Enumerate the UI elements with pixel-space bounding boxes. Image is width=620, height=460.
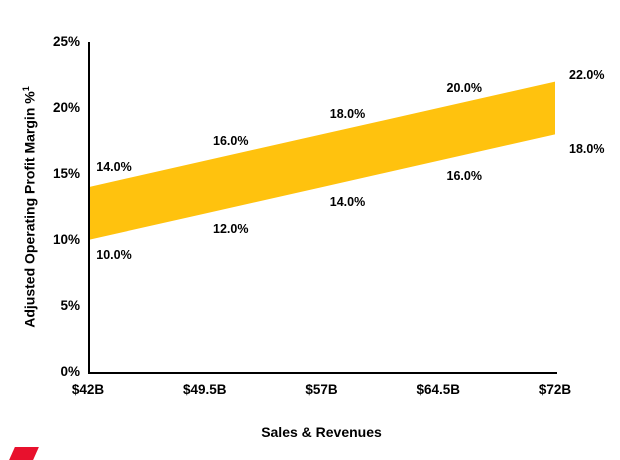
band-lower-label: 12.0% [213, 221, 249, 236]
band-upper-label: 14.0% [96, 160, 132, 175]
x-tick-label: $49.5B [182, 382, 227, 397]
y-tick-label: 20% [52, 100, 80, 115]
x-tick-label: $64.5B [416, 382, 461, 397]
band-upper-label: 18.0% [329, 107, 366, 122]
x-axis-title: Sales & Revenues [261, 424, 382, 440]
y-tick-label: 0% [60, 364, 80, 379]
y-tick-label: 10% [52, 232, 80, 247]
band-lower-label: 16.0% [446, 168, 482, 183]
x-tick-label: $72B [538, 382, 572, 397]
y-axis-footnote-marker: 1 [21, 86, 31, 92]
x-tick-label: $42B [71, 382, 105, 397]
band-upper-label: 20.0% [446, 81, 482, 95]
band-lower-label: 10.0% [96, 248, 132, 262]
band-upper-label: 16.0% [213, 133, 249, 148]
y-axis-title-text: Adjusted Operating Profit Margin % [21, 91, 38, 328]
y-tick-label: 5% [60, 298, 80, 313]
y-tick-label: 15% [52, 166, 80, 181]
band-lower-label: 14.0% [329, 195, 366, 210]
band-lower-label: 18.0% [569, 142, 605, 157]
y-axis-title: Adjusted Operating Profit Margin %1 [21, 42, 39, 372]
x-tick-label: $57B [305, 382, 338, 397]
y-tick-label: 25% [52, 34, 80, 49]
band-upper-label: 22.0% [569, 67, 605, 82]
corner-accent [9, 447, 39, 460]
